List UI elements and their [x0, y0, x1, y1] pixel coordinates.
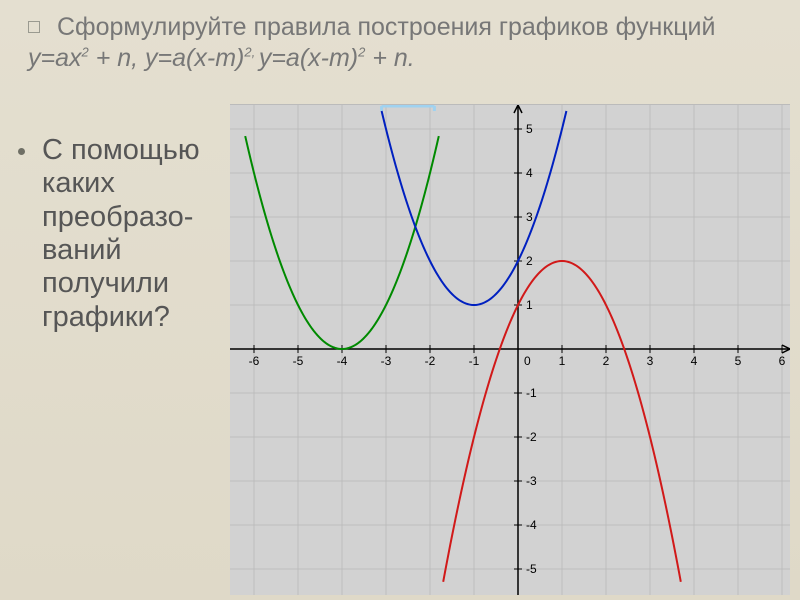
- svg-text:-1: -1: [526, 386, 537, 400]
- svg-text:-3: -3: [381, 354, 392, 368]
- svg-text:1: 1: [526, 298, 533, 312]
- svg-text:-6: -6: [249, 354, 260, 368]
- eq2sup: 2,: [244, 45, 258, 60]
- body-area: С помощью каких преобразо-ваний получили…: [0, 104, 800, 600]
- svg-text:5: 5: [735, 354, 742, 368]
- eq1b: + n,: [89, 44, 145, 72]
- svg-text:-5: -5: [293, 354, 304, 368]
- axes: [230, 105, 790, 595]
- eq1sup: 2: [82, 45, 89, 60]
- svg-text:2: 2: [526, 254, 533, 268]
- eq2a: y=a(x-m): [145, 44, 244, 72]
- svg-text:-2: -2: [526, 430, 537, 444]
- eq3b: + n.: [365, 44, 414, 72]
- svg-text:4: 4: [526, 166, 533, 180]
- title: Сформулируйте правила построения графико…: [0, 0, 800, 75]
- chart-area: -6 -5 -4 -3 -2 -1 1 2 3 4 5 6 -5 -4 -3 -2 -1 1 2 3 4 5 0: [230, 104, 790, 595]
- eq1a: y=ax: [28, 44, 82, 72]
- svg-text:3: 3: [647, 354, 654, 368]
- grid: [230, 105, 790, 595]
- svg-text:2: 2: [603, 354, 610, 368]
- svg-text:-4: -4: [337, 354, 348, 368]
- chart-svg: -6 -5 -4 -3 -2 -1 1 2 3 4 5 6 -5 -4 -3 -2 -1 1 2 3 4 5 0: [230, 105, 790, 595]
- highlight-cap: [382, 106, 435, 111]
- svg-text:-3: -3: [526, 474, 537, 488]
- left-column: С помощью каких преобразо-ваний получили…: [12, 134, 212, 334]
- slide: Сформулируйте правила построения графико…: [0, 0, 800, 600]
- title-bullet-icon: [28, 21, 40, 33]
- svg-text:0: 0: [524, 354, 531, 368]
- svg-text:-4: -4: [526, 518, 537, 532]
- eq3a: y=a(x-m): [259, 44, 358, 72]
- svg-text:5: 5: [526, 122, 533, 136]
- svg-text:4: 4: [691, 354, 698, 368]
- title-prefix: Сформулируйте правила построения графико…: [57, 13, 715, 41]
- svg-text:1: 1: [559, 354, 566, 368]
- svg-text:-1: -1: [469, 354, 480, 368]
- left-text: С помощью каких преобразо-ваний получили…: [42, 134, 212, 334]
- svg-text:6: 6: [779, 354, 786, 368]
- svg-text:-5: -5: [526, 562, 537, 576]
- svg-text:-2: -2: [425, 354, 436, 368]
- svg-text:3: 3: [526, 210, 533, 224]
